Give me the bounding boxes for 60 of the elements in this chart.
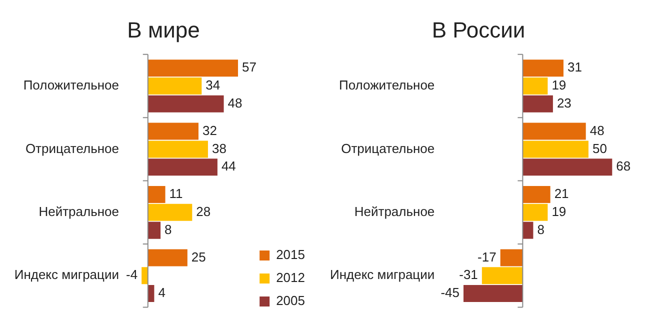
bar [148,95,224,112]
bar [148,140,208,158]
legend-label: 2015 [276,247,305,262]
bar [148,249,188,266]
data-label: -4 [126,267,138,282]
bar [522,77,548,95]
y-tick-label: Положительное [23,78,119,93]
data-label: 44 [221,158,236,174]
data-label: 11 [169,186,183,202]
bar [148,186,166,203]
y-tick-label: Индекс миграции [14,267,119,282]
data-label: 19 [552,78,566,93]
chart-title: В России [432,17,526,42]
chart-title: В мире [127,17,200,42]
bar [148,158,218,176]
bar [142,267,148,284]
bar [522,122,586,140]
y-tick-label: Положительное [338,78,435,93]
bar [522,186,550,203]
y-tick-label: Отрицательное [341,140,435,156]
data-label: 68 [616,158,631,174]
data-label: 38 [212,140,226,156]
y-tick-label: Нейтральное [354,204,435,219]
data-label: 57 [242,60,256,75]
data-label: 31 [567,60,582,75]
data-label: 50 [592,140,607,156]
data-label: 23 [556,95,572,110]
data-label: 8 [164,222,172,237]
data-label: 19 [552,204,566,219]
data-label: -17 [478,249,496,264]
y-tick-label: Индекс миграции [330,267,435,282]
data-label: -45 [440,285,460,300]
data-label: 8 [537,222,544,237]
data-label: 34 [206,78,220,93]
data-label: 4 [158,285,166,300]
bar [463,285,523,302]
data-label: 32 [202,122,217,138]
bar [500,249,523,266]
bar [482,267,523,284]
bar [148,222,161,239]
bar [522,60,564,77]
bar [522,158,612,176]
bar [522,95,553,112]
data-label: 25 [191,249,206,264]
y-tick-label: Отрицательное [25,140,119,156]
data-label: 21 [554,186,569,202]
bar [522,222,534,239]
legend-label: 2005 [276,293,305,308]
bar [148,60,238,77]
bar [148,122,198,140]
data-label: -31 [459,267,478,282]
bar [522,140,588,158]
legend-label: 2012 [276,270,305,286]
data-label: 48 [590,122,604,138]
bar [148,77,202,95]
y-tick-label: Нейтральное [38,204,119,219]
bar [148,204,192,221]
data-label: 28 [196,204,211,219]
data-label: 48 [228,95,242,110]
bar [522,204,548,221]
